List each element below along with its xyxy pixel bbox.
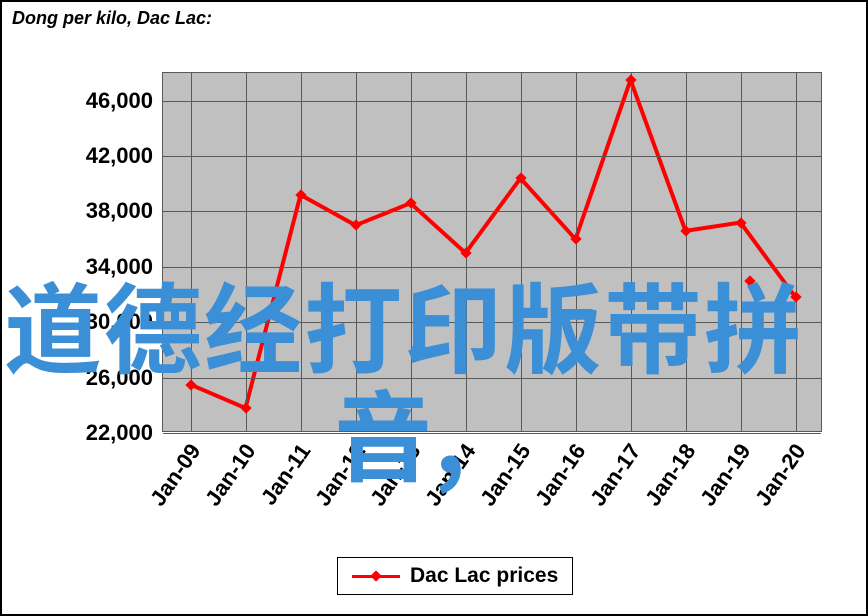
gridline-h (163, 101, 821, 102)
legend-marker (370, 570, 381, 581)
ytick-label: 46,000 (86, 88, 163, 114)
chart-title: Dong per kilo, Dac Lac: (12, 8, 212, 29)
gridline-h (163, 211, 821, 212)
ytick-label: 38,000 (86, 198, 163, 224)
ytick-label: 42,000 (86, 143, 163, 169)
overlay-text-2: 音, (334, 360, 468, 502)
legend-label: Dac Lac prices (410, 564, 558, 588)
legend: Dac Lac prices (337, 557, 573, 595)
gridline-h (163, 156, 821, 157)
legend-swatch (352, 569, 400, 583)
ytick-label: 22,000 (86, 420, 163, 446)
chart-frame: Dong per kilo, Dac Lac: 22,00026,00030,0… (0, 0, 868, 616)
